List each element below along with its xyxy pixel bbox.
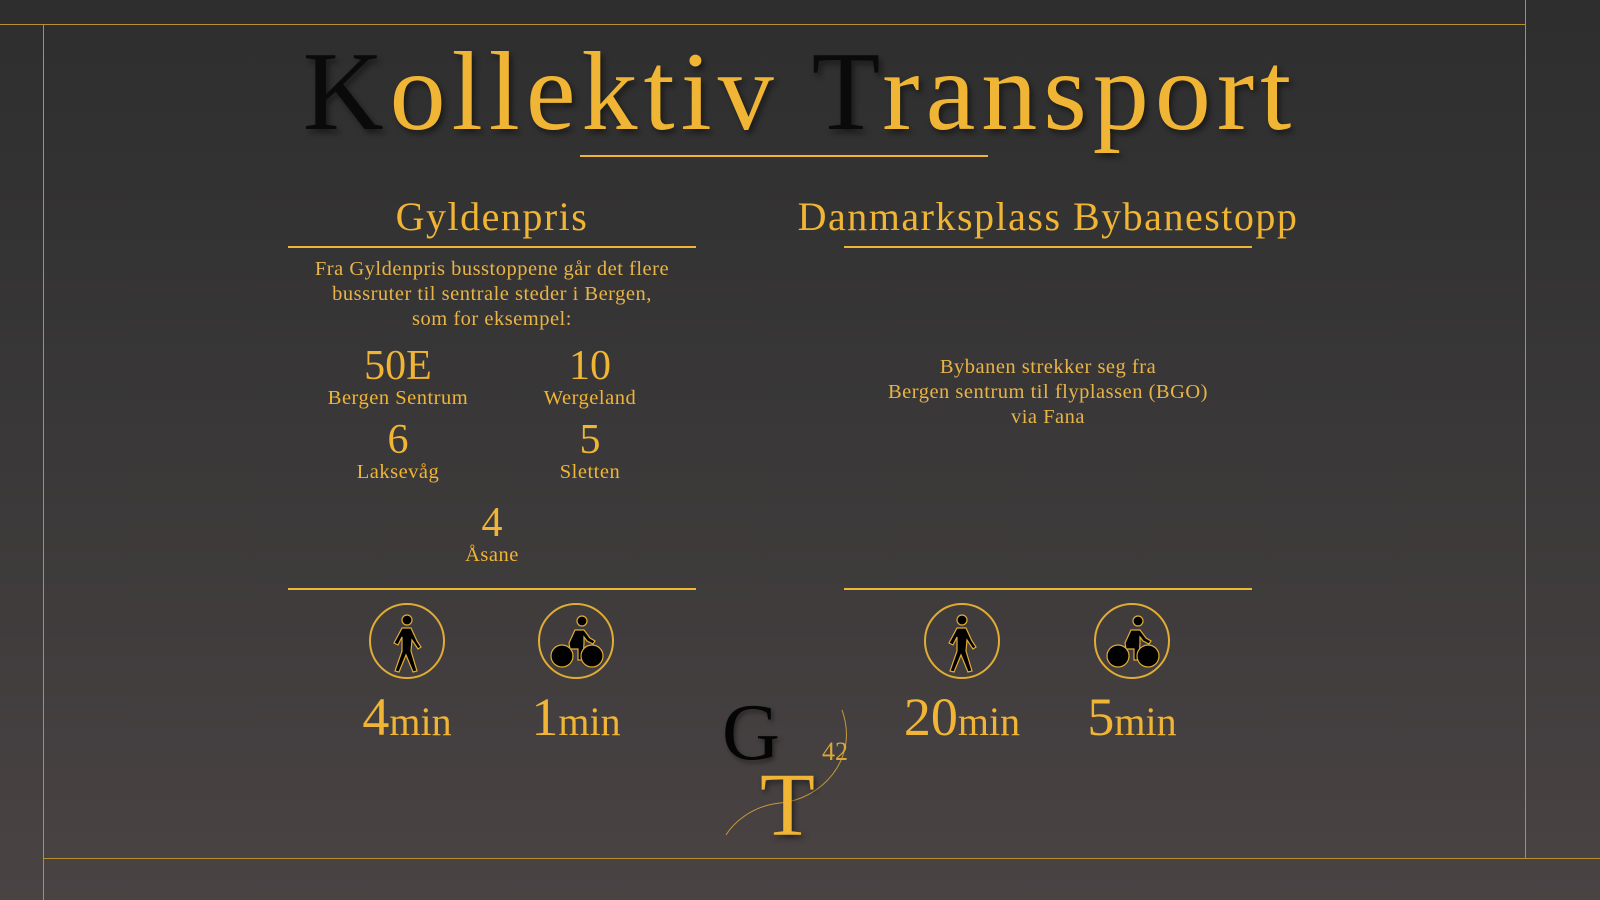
gyldenpris-walk-time: 4min (327, 686, 487, 748)
time-unit: min (389, 699, 452, 744)
gt42-logo: G T 42 (720, 689, 860, 855)
bicycle-icon (1094, 603, 1170, 679)
gyldenpris-bike-time: 1min (496, 686, 656, 748)
route-number: 50E (364, 343, 432, 389)
route-number: 6 (387, 417, 409, 463)
time-value: 4 (362, 687, 390, 747)
route-destination: Laksevåg (356, 461, 440, 483)
danmarksplass-description: Bybanen strekker seg fra Bergen sentrum … (798, 355, 1298, 430)
route-number: 5 (579, 417, 601, 463)
danmarksplass-walk-time: 20min (882, 686, 1042, 748)
bicycle-icon (538, 603, 614, 679)
danmarksplass-heading: Danmarksplass Bybanestopp (797, 194, 1299, 239)
danmarksplass-divider (844, 588, 1252, 590)
title-rest-1: ollektiv (389, 30, 780, 154)
description-line: Fra Gyldenpris busstoppene går det flere (314, 258, 670, 280)
route-destination: Wergeland (543, 387, 637, 409)
route-10: 10 Wergeland (500, 345, 680, 409)
route-4: 4 Åsane (402, 502, 582, 566)
page-title: Kollektiv Transport (0, 28, 1600, 157)
time-value: 1 (531, 687, 559, 747)
frame-top-line (0, 24, 1526, 25)
frame-right-line (1525, 0, 1526, 858)
gyldenpris-description: Fra Gyldenpris busstoppene går det flere… (240, 257, 744, 332)
title-rest-2: ransport (882, 30, 1298, 154)
frame-left-line (43, 24, 44, 900)
route-destination: Åsane (465, 544, 519, 566)
description-line: Bergen sentrum til flyplassen (BGO) (887, 381, 1208, 403)
description-line: som for eksempel: (412, 308, 572, 330)
description-line: via Fana (1010, 406, 1086, 428)
route-5: 5 Sletten (500, 419, 680, 483)
time-unit: min (1114, 699, 1177, 744)
gyldenpris-heading: Gyldenpris (395, 194, 589, 239)
time-unit: min (957, 699, 1021, 744)
route-number: 4 (481, 500, 503, 546)
danmarksplass-bike-time: 5min (1052, 686, 1212, 748)
time-unit: min (558, 699, 621, 744)
gyldenpris-heading-underline (288, 246, 696, 248)
route-destination: Sletten (559, 461, 621, 483)
danmarksplass-heading-underline (844, 246, 1252, 248)
title-initial-t: T (811, 30, 883, 154)
route-50e: 50E Bergen Sentrum (308, 345, 488, 409)
route-number: 10 (569, 343, 611, 389)
logo-superscript: 42 (822, 737, 848, 766)
route-6: 6 Laksevåg (308, 419, 488, 483)
gyldenpris-divider (288, 588, 696, 590)
title-initial-k: K (302, 30, 390, 154)
logo-letter-g: G (722, 689, 780, 777)
frame-bottom-line (43, 858, 1600, 859)
walking-person-icon (924, 603, 1000, 679)
title-underline (580, 155, 988, 157)
time-value: 5 (1087, 687, 1115, 747)
walking-person-icon (369, 603, 445, 679)
route-destination: Bergen Sentrum (327, 387, 469, 409)
description-line: Bybanen strekker seg fra (939, 356, 1157, 378)
description-line: bussruter til sentrale steder i Bergen, (332, 283, 652, 305)
logo-letter-t: T (760, 756, 815, 855)
time-value: 20 (903, 687, 958, 747)
